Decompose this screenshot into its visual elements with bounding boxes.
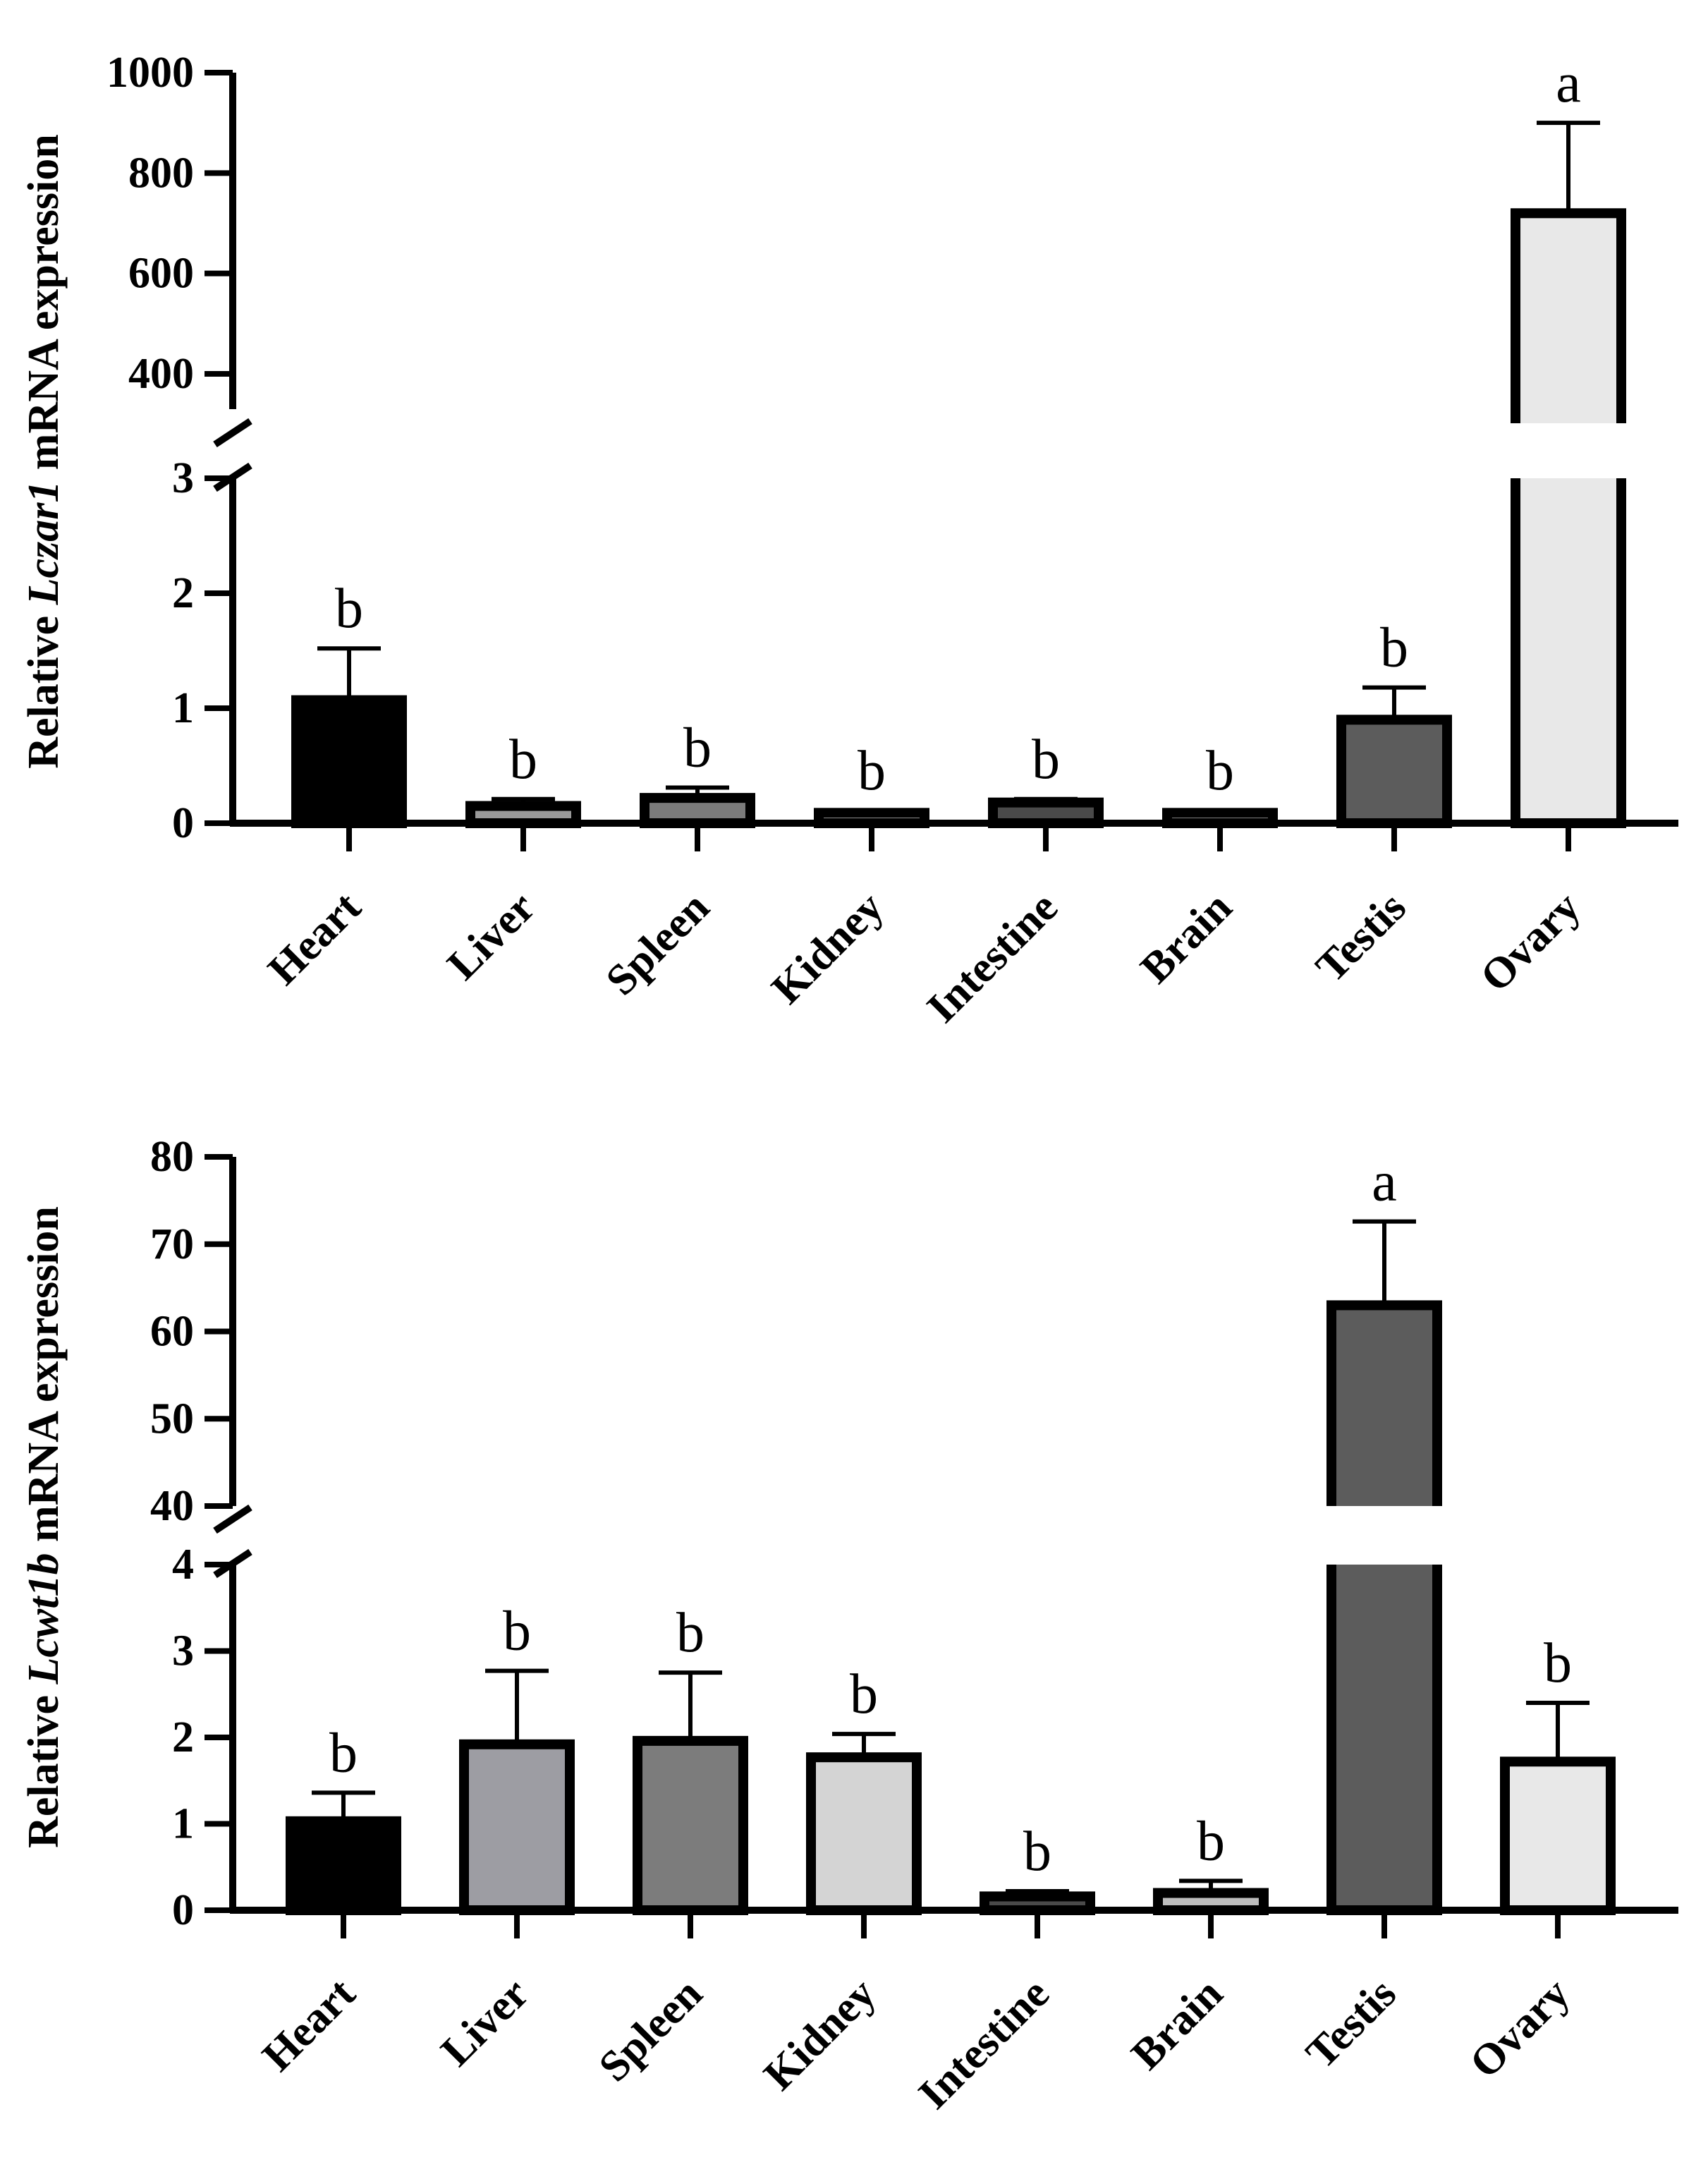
bar-liver [459, 1739, 575, 1916]
category-label-testis: Testis [1307, 883, 1415, 992]
category-label-kidney: Kidney [755, 1969, 885, 2100]
axis-break-mark [213, 1504, 252, 1534]
y-tick-label: 0 [172, 799, 194, 847]
category-label-ovary: Ovary [1471, 883, 1589, 1001]
y-tick-label: 50 [150, 1395, 194, 1443]
significance-label: b [1032, 729, 1060, 791]
category-label-ovary: Ovary [1460, 1969, 1578, 2087]
category-label-brain: Brain [1123, 1969, 1232, 2079]
bar-testis [1336, 715, 1452, 828]
significance-label: b [683, 717, 712, 779]
significance-label: b [850, 1663, 878, 1725]
significance-label: b [1380, 617, 1408, 679]
bar-heart [291, 695, 407, 829]
bar-spleen [640, 793, 755, 829]
bar-break-gap [1508, 423, 1628, 478]
y-tick-label: 0 [172, 1886, 194, 1934]
significance-label: b [858, 740, 886, 802]
y-tick-label: 600 [128, 250, 194, 298]
y-tick-label: 60 [150, 1308, 194, 1356]
bar-ovary [1500, 1756, 1616, 1916]
bar-testis [1326, 1300, 1442, 1915]
y-tick-label: 800 [128, 149, 194, 197]
significance-label: b [335, 578, 363, 640]
y-tick-label: 70 [150, 1220, 194, 1268]
category-label-brain: Brain [1132, 883, 1241, 993]
y-tick-label: 1 [172, 1800, 194, 1848]
y-axis-title-prefix: Relative [20, 1685, 68, 1848]
y-tick-label: 1 [172, 684, 194, 732]
significance-label: b [509, 729, 537, 791]
y-axis-title-suffix: mRNA expression [20, 134, 68, 480]
chart-lczar1: b Heart b Liver b Spleen b Kidney b Intestine b Bra… [20, 49, 1678, 1032]
bar-break-gap [1324, 1506, 1444, 1565]
y-tick-label: 80 [150, 1133, 194, 1181]
category-label-liver: Liver [432, 1969, 538, 2075]
category-label-heart: Heart [259, 883, 370, 995]
significance-label: b [503, 1601, 531, 1663]
y-tick-label: 2 [172, 569, 194, 617]
bar-spleen [633, 1735, 748, 1915]
y-tick-label: 2 [172, 1713, 194, 1761]
bar-ovary [1511, 208, 1626, 828]
y-tick-label: 1000 [106, 49, 194, 97]
y-tick-label: 3 [172, 454, 194, 502]
significance-label: b [329, 1722, 358, 1784]
category-label-intestine: Intestine [910, 1969, 1059, 2118]
significance-label: b [1023, 1821, 1051, 1883]
bar-kidney [806, 1752, 922, 1916]
y-axis-title-gene: Lcwt1b [20, 1553, 68, 1685]
significance-label: a [1556, 52, 1581, 114]
category-label-kidney: Kidney [762, 883, 893, 1014]
y-axis-title: Relative Lczar1 mRNA expression [20, 134, 68, 769]
chart-lcwt1b: b Heart b Liver b Spleen b Kidney b Intestine b Bra… [20, 1133, 1678, 2118]
y-axis-title-suffix: mRNA expression [20, 1206, 68, 1553]
y-tick-label: 4 [172, 1541, 194, 1589]
bar-heart [286, 1816, 401, 1915]
y-tick-label: 40 [150, 1482, 194, 1530]
category-label-spleen: Spleen [590, 1969, 712, 2091]
y-axis-title: Relative Lcwt1b mRNA expression [20, 1206, 68, 1848]
category-label-intestine: Intestine [918, 883, 1067, 1032]
category-label-heart: Heart [253, 1969, 365, 2081]
y-tick-label: 400 [128, 350, 194, 398]
category-label-spleen: Spleen [597, 883, 719, 1004]
significance-label: b [1197, 1810, 1225, 1872]
significance-label: a [1372, 1151, 1397, 1213]
significance-label: b [1206, 740, 1234, 802]
y-axis-title-gene: Lczar1 [20, 481, 68, 606]
significance-label: b [1544, 1632, 1572, 1694]
axis-break-mark [213, 418, 252, 448]
y-axis-title-prefix: Relative [20, 605, 68, 768]
significance-label: b [676, 1602, 704, 1664]
category-label-liver: Liver [439, 883, 544, 989]
category-label-testis: Testis [1297, 1969, 1405, 2078]
y-tick-label: 3 [172, 1627, 194, 1675]
